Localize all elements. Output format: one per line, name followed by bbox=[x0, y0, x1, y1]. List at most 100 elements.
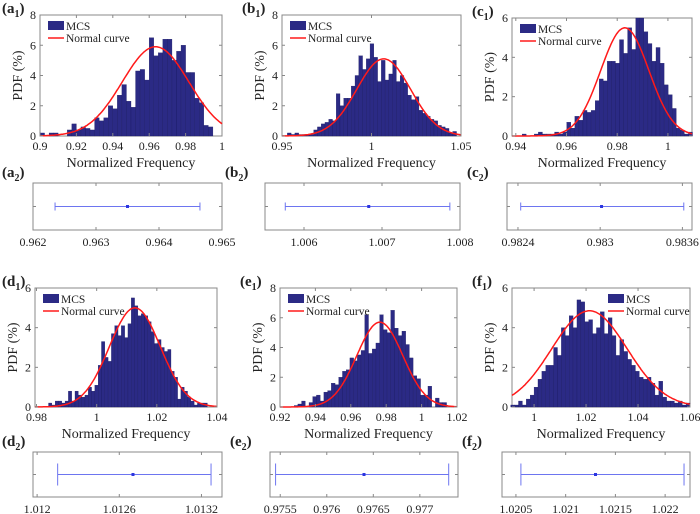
histogram-bar bbox=[650, 383, 656, 408]
x-tick-label: 0.9765 bbox=[357, 502, 390, 514]
histogram-bar bbox=[420, 394, 425, 408]
x-tick-label: 0.95 bbox=[272, 139, 293, 153]
x-tick-label: 0.94 bbox=[102, 139, 123, 153]
histogram-bar bbox=[518, 400, 523, 408]
histogram-bar bbox=[379, 314, 384, 408]
histogram-bar bbox=[405, 344, 410, 408]
histogram-bar bbox=[639, 377, 644, 408]
panel-letter: d bbox=[7, 434, 16, 450]
panel-label-open: ( bbox=[225, 165, 230, 181]
y-tick-label: 8 bbox=[30, 8, 36, 22]
panel-label-close: ) bbox=[20, 1, 25, 17]
histogram-bar bbox=[596, 327, 601, 408]
legend-label-mcs: MCS bbox=[306, 294, 330, 306]
histogram-bar bbox=[526, 398, 531, 408]
panel-letter: b bbox=[247, 1, 255, 17]
x-tick-label: 1.006 bbox=[291, 235, 318, 249]
panel-c2: (c2) 0.9824 0.983 0.9836 bbox=[467, 165, 699, 249]
histogram-bar bbox=[666, 400, 671, 408]
panel-label: (f1) bbox=[472, 274, 492, 293]
histogram-bar bbox=[187, 396, 191, 408]
histogram-bar bbox=[651, 61, 657, 137]
x-tick-label: 0.96 bbox=[340, 410, 361, 424]
histogram-bar bbox=[108, 105, 113, 137]
histogram-bar bbox=[127, 323, 132, 408]
histogram-bar bbox=[619, 339, 624, 408]
legend-label-mcs: MCS bbox=[626, 294, 650, 306]
histogram-bar bbox=[627, 359, 632, 408]
panel-label: (e2) bbox=[230, 434, 252, 453]
histogram-bar bbox=[390, 310, 395, 408]
x-tick-label: 1.0126 bbox=[103, 502, 136, 514]
histogram-bar bbox=[117, 335, 122, 408]
normal-curve-line bbox=[40, 46, 223, 137]
panel-a1: (a1)0.9 0.92 0.94 0.96 0.98 102468Normalized … bbox=[2, 1, 225, 171]
histogram-bar bbox=[569, 315, 574, 408]
y-tick-label: 0 bbox=[502, 400, 508, 414]
histogram-bar bbox=[368, 353, 373, 408]
x-tick-label: 0.94 bbox=[505, 139, 526, 153]
histogram-bar bbox=[635, 371, 640, 408]
y-tick-label: 2 bbox=[272, 99, 278, 113]
panel-label: (d2) bbox=[2, 434, 25, 453]
panel-letter: d bbox=[7, 274, 16, 290]
legend-swatch-mcs bbox=[48, 21, 64, 30]
legend-swatch-mcs bbox=[288, 294, 304, 303]
histogram-bar bbox=[357, 354, 362, 408]
panel-subscript: 2 bbox=[15, 173, 20, 184]
panel-letter: a bbox=[7, 1, 15, 17]
panel-subscript: 2 bbox=[238, 173, 243, 184]
y-tick-label: 4 bbox=[270, 341, 276, 355]
histogram-bar bbox=[101, 341, 105, 408]
x-tick-label: 1.0215 bbox=[599, 502, 632, 514]
histogram-bar bbox=[149, 37, 154, 137]
histogram-bar bbox=[674, 402, 679, 408]
error-bar-center-marker bbox=[362, 473, 366, 476]
histogram-bar bbox=[381, 60, 386, 137]
histogram-bar bbox=[177, 398, 182, 408]
histogram-bar bbox=[124, 337, 129, 408]
normal-curve-line bbox=[282, 58, 462, 137]
histogram-bar bbox=[373, 57, 378, 137]
histogram-bar bbox=[603, 80, 608, 137]
y-tick-label: 8 bbox=[272, 8, 278, 22]
x-tick-label: 1 bbox=[531, 410, 537, 424]
x-tick-label: 0.94 bbox=[305, 410, 326, 424]
error-bar-center-marker bbox=[131, 473, 135, 476]
histogram-bar bbox=[607, 61, 612, 137]
x-tick-label: 0.9755 bbox=[264, 502, 297, 514]
x-axis-label: Normalized Frequency bbox=[67, 156, 196, 171]
histogram-bar bbox=[514, 404, 519, 408]
histogram-bar bbox=[338, 377, 343, 408]
legend-swatch-mcs bbox=[608, 294, 624, 303]
histogram-bar bbox=[99, 120, 104, 137]
histogram-bar bbox=[586, 112, 592, 137]
panel-label-close: ) bbox=[489, 4, 494, 20]
panel-subscript: 1 bbox=[252, 282, 257, 293]
histogram-bar bbox=[530, 394, 535, 408]
x-tick-label: 0.92 bbox=[270, 410, 291, 424]
histogram-bar bbox=[599, 78, 604, 137]
histogram-bar bbox=[189, 72, 195, 137]
x-tick-label: 1.04 bbox=[628, 410, 649, 424]
panel-subscript: 1 bbox=[15, 282, 20, 293]
x-tick-label: 0.92 bbox=[66, 139, 87, 153]
x-tick-label: 1 bbox=[419, 410, 425, 424]
y-tick-label: 2 bbox=[25, 360, 31, 374]
panel-letter: b bbox=[230, 165, 238, 181]
histogram-bar bbox=[557, 355, 562, 408]
histogram-bar bbox=[615, 355, 620, 408]
x-tick-label: 0.977 bbox=[406, 502, 433, 514]
histogram-bar bbox=[139, 69, 145, 137]
histogram-bar bbox=[631, 49, 636, 137]
y-tick-label: 4 bbox=[25, 321, 31, 335]
histogram-bar bbox=[409, 357, 414, 408]
legend-label-normal-curve: Normal curve bbox=[306, 306, 370, 318]
histogram-bar bbox=[682, 404, 687, 408]
histogram-bar bbox=[558, 133, 563, 137]
histogram-bar bbox=[334, 384, 339, 408]
panel-label-open: ( bbox=[2, 1, 7, 17]
histogram-bar bbox=[643, 31, 649, 137]
histogram-bar bbox=[88, 387, 92, 408]
y-tick-label: 8 bbox=[270, 281, 276, 295]
